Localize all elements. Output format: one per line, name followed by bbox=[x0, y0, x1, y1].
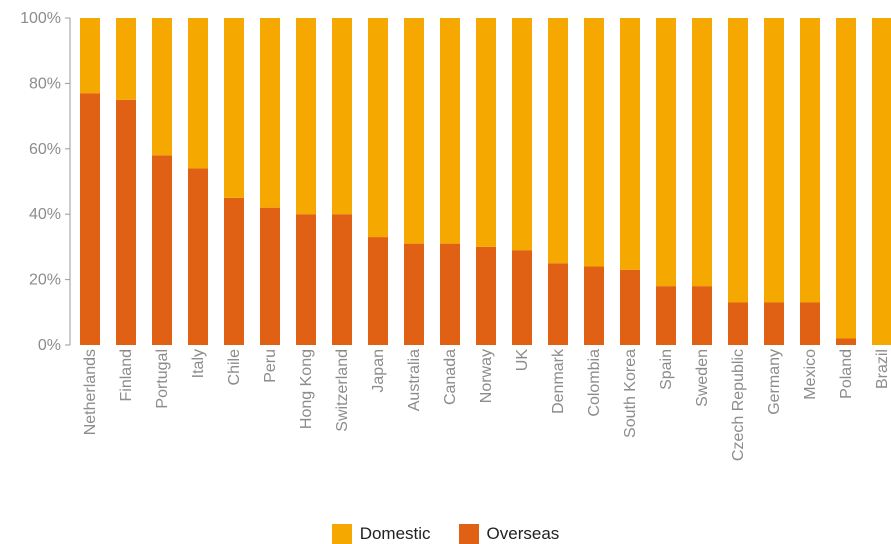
bar-overseas-italy bbox=[188, 168, 208, 345]
x-tick-label: Germany bbox=[766, 349, 783, 415]
x-tick-label: UK bbox=[514, 349, 531, 372]
legend-swatch-domestic bbox=[331, 524, 352, 544]
x-tick-label: Spain bbox=[658, 349, 675, 390]
x-tick-label: Denmark bbox=[550, 348, 567, 414]
bar-domestic-australia bbox=[404, 18, 424, 244]
x-tick-label: Colombia bbox=[586, 349, 603, 417]
x-tick-label: Peru bbox=[262, 349, 279, 383]
bar-domestic-poland bbox=[836, 18, 856, 339]
bar-overseas-colombia bbox=[584, 266, 604, 345]
bar-domestic-peru bbox=[260, 18, 280, 208]
bar-overseas-czech-republic bbox=[728, 302, 748, 345]
x-tick-label: South Korea bbox=[622, 349, 639, 438]
y-tick-label: 40% bbox=[29, 206, 61, 223]
bar-domestic-italy bbox=[188, 18, 208, 169]
x-tick-label: Japan bbox=[370, 349, 387, 393]
x-tick-label: Norway bbox=[478, 349, 495, 403]
x-tick-label: Finland bbox=[118, 349, 135, 401]
x-tick-label: Brazil bbox=[874, 349, 891, 389]
y-tick-label: 60% bbox=[29, 141, 61, 158]
bar-overseas-uk bbox=[512, 250, 532, 345]
legend-item-overseas: Overseas bbox=[458, 524, 560, 544]
bar-overseas-finland bbox=[116, 99, 136, 345]
y-tick-label: 0% bbox=[38, 337, 61, 354]
y-tick-label: 100% bbox=[20, 10, 61, 27]
y-tick-label: 80% bbox=[29, 75, 61, 92]
bar-overseas-peru bbox=[260, 207, 280, 345]
bar-domestic-colombia bbox=[584, 18, 604, 267]
bar-domestic-sweden bbox=[692, 18, 712, 287]
x-tick-label: Mexico bbox=[802, 349, 819, 400]
x-tick-label: Sweden bbox=[694, 349, 711, 407]
bar-overseas-spain bbox=[656, 286, 676, 345]
bar-overseas-poland bbox=[836, 338, 856, 345]
bar-domestic-south-korea bbox=[620, 18, 640, 270]
bar-domestic-spain bbox=[656, 18, 676, 287]
bar-overseas-mexico bbox=[800, 302, 820, 345]
bar-domestic-canada bbox=[440, 18, 460, 244]
x-tick-label: Czech Republic bbox=[730, 349, 747, 461]
bar-domestic-portugal bbox=[152, 18, 172, 156]
bars-group bbox=[80, 18, 891, 346]
x-tick-label: Poland bbox=[838, 349, 855, 399]
bar-domestic-switzerland bbox=[332, 18, 352, 215]
x-tick-label: Chile bbox=[226, 349, 243, 386]
legend-swatch-overseas bbox=[458, 524, 479, 544]
legend-label-overseas: Overseas bbox=[486, 524, 560, 543]
y-tick-label: 20% bbox=[29, 272, 61, 289]
bar-overseas-australia bbox=[404, 243, 424, 345]
bar-overseas-hong-kong bbox=[296, 214, 316, 345]
bar-overseas-chile bbox=[224, 197, 244, 345]
x-tick-label: Netherlands bbox=[82, 349, 99, 435]
x-tick-label: Australia bbox=[406, 349, 423, 411]
bar-overseas-switzerland bbox=[332, 214, 352, 345]
x-tick-label: Switzerland bbox=[334, 349, 351, 432]
bar-domestic-japan bbox=[368, 18, 388, 238]
bar-domestic-netherlands bbox=[80, 18, 100, 94]
bar-domestic-hong-kong bbox=[296, 18, 316, 215]
x-tick-label: Italy bbox=[190, 349, 207, 378]
legend: Domestic Overseas bbox=[0, 524, 891, 544]
bar-overseas-south-korea bbox=[620, 269, 640, 345]
bar-domestic-czech-republic bbox=[728, 18, 748, 303]
bar-domestic-mexico bbox=[800, 18, 820, 303]
bar-overseas-japan bbox=[368, 237, 388, 345]
y-axis-ticks: 0% 20% 40% 60% 80% 100% bbox=[20, 10, 70, 354]
bar-overseas-netherlands bbox=[80, 93, 100, 346]
bar-domestic-norway bbox=[476, 18, 496, 247]
x-tick-label: Portugal bbox=[154, 349, 171, 409]
bar-domestic-uk bbox=[512, 18, 532, 251]
legend-label-domestic: Domestic bbox=[359, 524, 431, 543]
bar-overseas-denmark bbox=[548, 263, 568, 345]
bar-domestic-finland bbox=[116, 18, 136, 100]
bar-domestic-denmark bbox=[548, 18, 568, 264]
x-tick-label: Canada bbox=[442, 349, 459, 405]
bar-overseas-sweden bbox=[692, 286, 712, 345]
bar-domestic-germany bbox=[764, 18, 784, 303]
x-tick-label: Hong Kong bbox=[298, 349, 315, 429]
bar-overseas-portugal bbox=[152, 155, 172, 345]
x-axis-labels: Netherlands Finland Portugal Italy Chile Peru… bbox=[82, 348, 891, 461]
bar-overseas-germany bbox=[764, 302, 784, 345]
bar-overseas-canada bbox=[440, 243, 460, 345]
bar-domestic-brazil bbox=[872, 18, 891, 345]
bar-overseas-norway bbox=[476, 246, 496, 345]
bar-domestic-chile bbox=[224, 18, 244, 198]
legend-item-domestic: Domestic bbox=[331, 524, 431, 544]
